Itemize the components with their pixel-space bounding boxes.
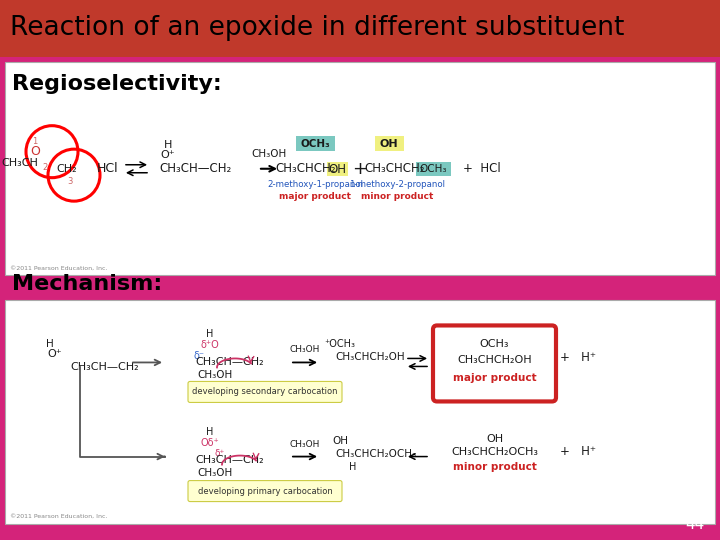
Text: CH₃OH: CH₃OH: [290, 346, 320, 354]
Text: CH₃CHCH₂OH: CH₃CHCH₂OH: [457, 355, 532, 365]
Text: CH₃CH—CH₂: CH₃CH—CH₂: [196, 357, 264, 367]
Text: H: H: [46, 340, 54, 349]
Text: CH₃CH—CH₂: CH₃CH—CH₂: [70, 362, 139, 373]
Text: H: H: [164, 140, 172, 150]
Text: OH: OH: [379, 139, 398, 148]
FancyBboxPatch shape: [326, 162, 348, 176]
Text: 1: 1: [32, 137, 37, 146]
Text: CH₃OH: CH₃OH: [290, 440, 320, 449]
Text: CH₃CHCH₂: CH₃CHCH₂: [276, 162, 336, 176]
Text: CH₃OH: CH₃OH: [197, 468, 233, 477]
Text: minor product: minor product: [361, 192, 433, 201]
Text: OCH₃: OCH₃: [300, 139, 330, 148]
Text: H: H: [207, 427, 214, 436]
Text: 3: 3: [67, 177, 73, 186]
Text: CH₃CHCH₂: CH₃CHCH₂: [365, 162, 426, 176]
FancyBboxPatch shape: [433, 326, 556, 401]
Text: CH₃CH—CH₂: CH₃CH—CH₂: [160, 162, 232, 176]
Text: CH₃OH: CH₃OH: [251, 148, 287, 159]
Text: developing primary carbocation: developing primary carbocation: [197, 487, 333, 496]
Text: major product: major product: [453, 373, 536, 383]
Text: 2: 2: [42, 163, 48, 172]
FancyBboxPatch shape: [374, 136, 403, 151]
Text: O: O: [30, 145, 40, 158]
Text: δ⁺O: δ⁺O: [201, 340, 220, 350]
Text: Oδ⁺: Oδ⁺: [201, 437, 220, 448]
Text: +   H⁺: + H⁺: [560, 351, 596, 364]
Text: ©2011 Pearson Education, Inc.: ©2011 Pearson Education, Inc.: [10, 265, 107, 271]
Text: O⁺: O⁺: [48, 349, 63, 360]
Text: CH₃CHCH₂OCH₃: CH₃CHCH₂OCH₃: [335, 449, 416, 458]
FancyBboxPatch shape: [5, 300, 715, 524]
Text: OCH₃: OCH₃: [419, 164, 446, 174]
Text: CH₃CHCH₂OCH₃: CH₃CHCH₂OCH₃: [451, 447, 538, 456]
Text: minor product: minor product: [453, 462, 536, 471]
Text: CH₂: CH₂: [57, 164, 77, 174]
FancyBboxPatch shape: [295, 136, 335, 151]
Text: δ⁻: δ⁻: [194, 352, 204, 361]
Text: OH: OH: [332, 436, 348, 446]
Text: CH₃OH: CH₃OH: [197, 370, 233, 381]
Text: H: H: [349, 462, 356, 471]
Text: H: H: [207, 329, 214, 340]
Text: major product: major product: [279, 192, 351, 201]
Text: O⁺: O⁺: [161, 150, 175, 160]
Text: CH₃CH—CH₂: CH₃CH—CH₂: [196, 455, 264, 464]
Text: +  HCl: + HCl: [463, 162, 500, 176]
Text: CH₃CHCH₂OH: CH₃CHCH₂OH: [335, 353, 405, 362]
FancyBboxPatch shape: [5, 62, 715, 275]
Text: ⁺OCH₃: ⁺OCH₃: [325, 340, 356, 349]
Text: OH: OH: [486, 434, 503, 443]
Text: HCl: HCl: [97, 162, 119, 176]
Text: 44: 44: [685, 517, 705, 532]
FancyBboxPatch shape: [188, 481, 342, 502]
Text: ©2011 Pearson Education, Inc.: ©2011 Pearson Education, Inc.: [10, 514, 107, 519]
Text: +   H⁺: + H⁺: [560, 445, 596, 458]
Text: developing secondary carbocation: developing secondary carbocation: [192, 387, 338, 396]
Text: Mechanism:: Mechanism:: [12, 273, 162, 294]
FancyBboxPatch shape: [415, 162, 451, 176]
Text: δ⁺: δ⁺: [215, 449, 225, 458]
FancyBboxPatch shape: [0, 0, 720, 57]
Text: Reaction of an epoxide in different substituent: Reaction of an epoxide in different subs…: [10, 15, 624, 42]
FancyBboxPatch shape: [188, 381, 342, 402]
Text: Regioselectivity:: Regioselectivity:: [12, 73, 222, 94]
Text: CH₃CH: CH₃CH: [1, 158, 38, 168]
Text: +: +: [353, 160, 367, 178]
Text: OCH₃: OCH₃: [480, 340, 509, 349]
Text: 1-methoxy-2-propanol: 1-methoxy-2-propanol: [349, 180, 445, 189]
Text: 2-methoxy-1-propanol: 2-methoxy-1-propanol: [267, 180, 363, 189]
Text: OH: OH: [328, 163, 346, 176]
